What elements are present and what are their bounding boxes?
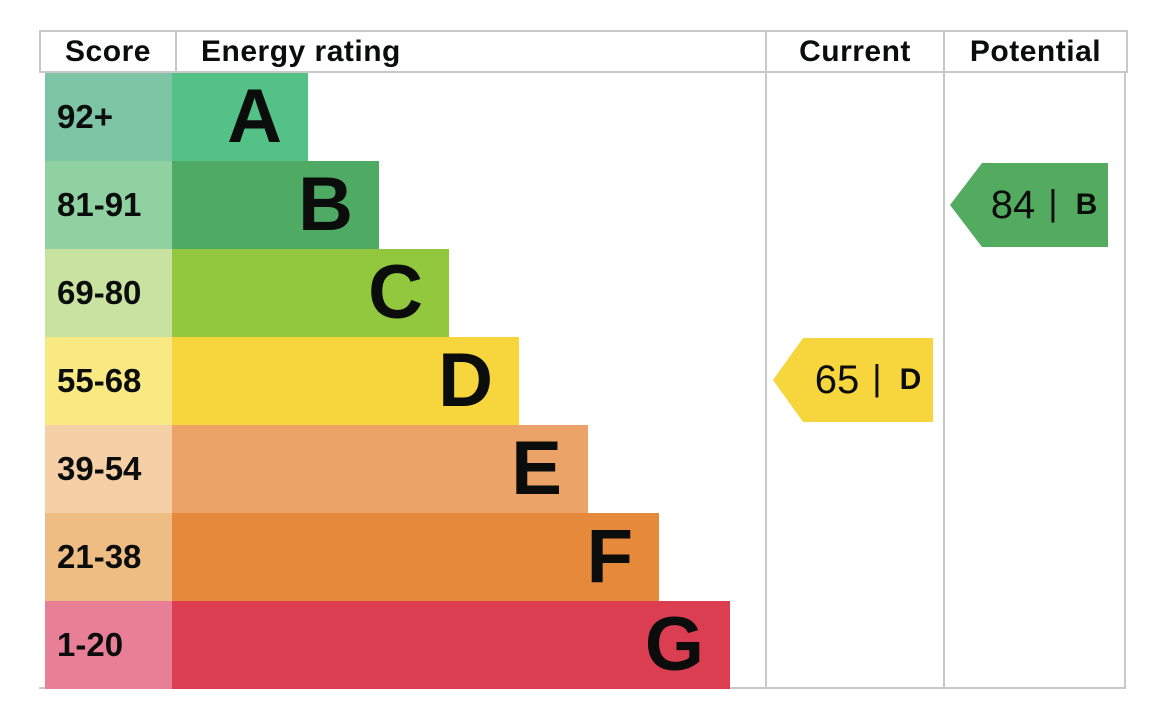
band-letter: C: [368, 250, 423, 335]
band-bar: A: [172, 73, 308, 161]
potential-rating-band: B: [1075, 188, 1098, 221]
column-header-potential: Potential: [943, 30, 1128, 73]
band-letter: A: [227, 74, 282, 159]
potential-rating-value: 84: [990, 182, 1036, 227]
band-letter: E: [511, 426, 562, 511]
column-header-score: Score: [39, 30, 177, 73]
band-bar: G: [172, 601, 730, 689]
band-score-range: 21-38: [45, 513, 172, 601]
band-letter: F: [586, 514, 633, 599]
band-letter: D: [438, 338, 493, 423]
band-bar: E: [172, 425, 588, 513]
band-score-range: 81-91: [45, 161, 172, 249]
band-score-range: 39-54: [45, 425, 172, 513]
table-right-border: [1124, 71, 1126, 689]
column-header-current: Current: [765, 30, 945, 73]
band-score-range: 1-20: [45, 601, 172, 689]
band-bar: F: [172, 513, 659, 601]
potential-column-divider: [943, 71, 945, 689]
current-rating-band: D: [899, 363, 922, 396]
potential-rating-arrow: 84 | B: [950, 163, 1108, 247]
band-bar: C: [172, 249, 449, 337]
band-score-range: 69-80: [45, 249, 172, 337]
column-header-energy-rating: Energy rating: [175, 30, 767, 73]
band-bar: D: [172, 337, 519, 425]
band-letter: G: [644, 602, 704, 687]
band-letter: B: [298, 162, 353, 247]
current-column-divider: [765, 71, 767, 689]
current-rating-value: 65: [814, 357, 860, 402]
potential-rating-separator: |: [1048, 182, 1058, 223]
current-rating-arrow: 65 | D: [773, 338, 933, 422]
band-score-range: 92+: [45, 73, 172, 161]
current-rating-separator: |: [872, 357, 882, 398]
band-bar: B: [172, 161, 379, 249]
band-score-range: 55-68: [45, 337, 172, 425]
